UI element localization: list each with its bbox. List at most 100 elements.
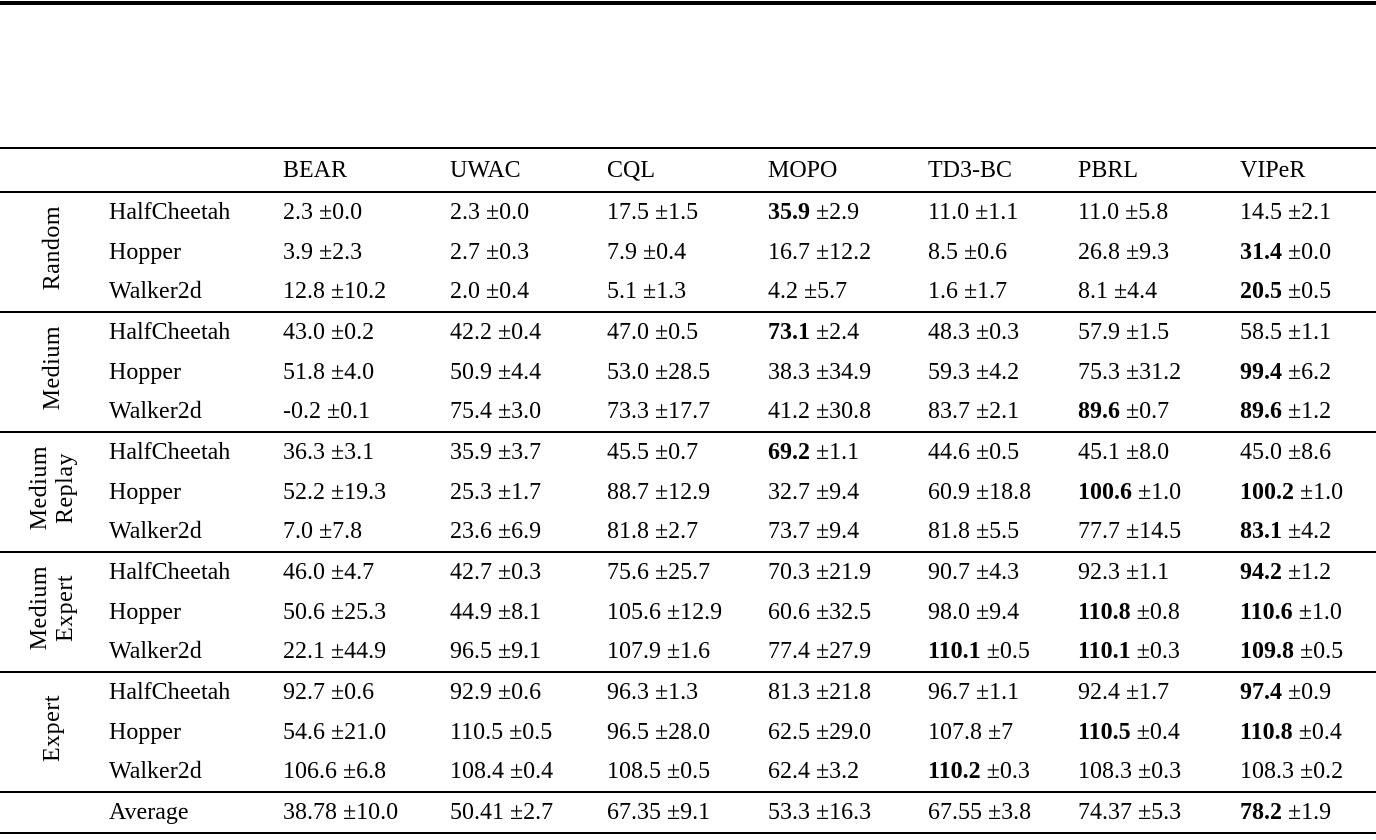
score-cell: 26.8 ±9.3 <box>1075 232 1237 272</box>
score-value: 25.3 <box>450 478 492 505</box>
score-value: 96.5 <box>450 638 492 664</box>
score-stddev: ±6.2 <box>1288 358 1332 385</box>
score-cell: 22.1 ±44.9 <box>280 632 447 672</box>
score-stddev: ±0.5 <box>667 758 711 784</box>
score-value-best: 110.8 <box>1078 598 1131 625</box>
score-value: 108.3 <box>1240 758 1294 784</box>
score-value: 8.5 <box>928 238 958 265</box>
score-value-best: 99.4 <box>1240 358 1282 385</box>
score-cell: 53.0 ±28.5 <box>604 352 765 392</box>
score-value: 5.1 <box>607 278 637 304</box>
score-stddev: ±0.3 <box>1136 638 1180 664</box>
score-cell: 32.7 ±9.4 <box>765 472 925 512</box>
score-stddev: ±1.1 <box>1126 559 1170 585</box>
score-value: 16.7 <box>768 238 810 265</box>
score-value: 2.3 <box>283 199 313 225</box>
score-value: 17.5 <box>607 199 649 225</box>
score-value: 92.7 <box>283 679 325 705</box>
score-cell: 110.8 ±0.4 <box>1237 712 1376 752</box>
score-stddev: ±0.7 <box>655 439 699 465</box>
score-stddev: ±4.2 <box>976 358 1020 385</box>
score-cell: 75.3 ±31.2 <box>1075 352 1237 392</box>
table-row: Hopper 54.6 ±21.0 110.5 ±0.5 96.5 ±28.0 62.5 ±29… <box>0 712 1376 752</box>
score-cell: 45.0 ±8.6 <box>1237 431 1376 472</box>
score-value-best: 83.1 <box>1240 518 1282 544</box>
score-value: 110.5 <box>450 718 504 745</box>
rotated-label-text: Random <box>38 206 65 291</box>
score-value: 70.3 <box>768 559 810 585</box>
score-cell: 110.1 ±0.3 <box>1075 632 1237 672</box>
score-stddev: ±0.4 <box>643 238 687 265</box>
score-cell: 1.6 ±1.7 <box>925 272 1075 312</box>
score-cell: 96.5 ±9.1 <box>447 632 604 672</box>
score-cell: 36.3 ±3.1 <box>280 431 447 472</box>
score-stddev: ±0.6 <box>964 238 1008 265</box>
score-value: 75.4 <box>450 398 492 424</box>
score-stddev: ±0.9 <box>1288 679 1332 705</box>
score-value: 58.5 <box>1240 319 1282 345</box>
score-stddev: ±0.6 <box>331 679 375 705</box>
score-stddev: ±5.5 <box>976 518 1020 544</box>
environment-label: Hopper <box>109 358 181 385</box>
column-header-mopo: MOPO <box>768 156 838 183</box>
score-stddev: ±1.2 <box>1288 398 1332 424</box>
score-value: 67.55 <box>928 799 982 825</box>
score-stddev: ±32.5 <box>816 598 872 625</box>
environment-label: HalfCheetah <box>105 671 280 712</box>
score-stddev: ±8.1 <box>498 598 542 625</box>
score-value: 50.6 <box>283 598 325 625</box>
score-value-best: 78.2 <box>1240 799 1282 825</box>
average-group-spacer <box>0 791 105 833</box>
rotated-label-text: Expert <box>38 695 65 762</box>
score-cell: 7.0 ±7.8 <box>280 512 447 552</box>
score-value: 44.6 <box>928 439 970 465</box>
score-cell: 60.9 ±18.8 <box>925 472 1075 512</box>
environment-label: HalfCheetah <box>105 311 280 352</box>
score-stddev: ±0.5 <box>1288 278 1332 304</box>
score-value: 45.1 <box>1078 439 1120 465</box>
score-cell: 35.9 ±2.9 <box>765 191 925 232</box>
score-stddev: ±1.9 <box>1288 799 1332 825</box>
score-stddev: ±1.1 <box>816 439 860 465</box>
score-value: 42.2 <box>450 319 492 345</box>
score-cell: 88.7 ±12.9 <box>604 472 765 512</box>
score-value: 90.7 <box>928 559 970 585</box>
score-value: 54.6 <box>283 718 325 745</box>
score-cell: 59.3 ±4.2 <box>925 352 1075 392</box>
score-value: 50.9 <box>450 358 492 385</box>
score-value-best: 110.2 <box>928 758 981 784</box>
score-cell: 45.1 ±8.0 <box>1075 431 1237 472</box>
score-stddev: ±21.9 <box>816 559 872 585</box>
column-header-cql: CQL <box>607 156 655 183</box>
table-row: Expert HalfCheetah 92.7 ±0.6 92.9 ±0.6 96.3 ±1.… <box>0 671 1376 792</box>
score-cell: 100.2 ±1.0 <box>1237 472 1376 512</box>
score-cell: 2.7 ±0.3 <box>447 232 604 272</box>
score-value: 73.7 <box>768 518 810 544</box>
score-cell: 57.9 ±1.5 <box>1075 311 1237 352</box>
score-stddev: ±44.9 <box>331 638 387 664</box>
score-stddev: ±4.7 <box>331 559 375 585</box>
score-cell: 81.3 ±21.8 <box>765 671 925 712</box>
score-stddev: ±30.8 <box>816 398 872 424</box>
score-cell: 77.7 ±14.5 <box>1075 512 1237 552</box>
score-cell: 52.2 ±19.3 <box>280 472 447 512</box>
score-stddev: ±17.7 <box>655 398 711 424</box>
score-value: 74.37 <box>1078 799 1132 825</box>
dataset-group-label-medium: Medium <box>0 311 105 432</box>
score-cell: 108.4 ±0.4 <box>447 752 604 792</box>
score-value: 23.6 <box>450 518 492 544</box>
score-value-best: 73.1 <box>768 319 810 345</box>
score-stddev: ±2.3 <box>319 238 363 265</box>
score-stddev: ±0.3 <box>976 319 1020 345</box>
score-cell: 38.78 ±10.0 <box>280 791 447 833</box>
score-stddev: ±0.1 <box>327 398 371 424</box>
score-value-best: 69.2 <box>768 439 810 465</box>
column-header-td3-bc: TD3-BC <box>928 156 1012 183</box>
score-cell: 90.7 ±4.3 <box>925 551 1075 592</box>
score-cell: 108.3 ±0.2 <box>1237 752 1376 792</box>
average-row: Average 38.78 ±10.0 50.41 ±2.7 67.35 ±9.1 53.3 ±… <box>0 791 1376 833</box>
score-cell: 67.35 ±9.1 <box>604 791 765 833</box>
score-cell: 2.0 ±0.4 <box>447 272 604 312</box>
score-stddev: ±2.1 <box>976 398 1020 424</box>
score-value: 108.5 <box>607 758 661 784</box>
